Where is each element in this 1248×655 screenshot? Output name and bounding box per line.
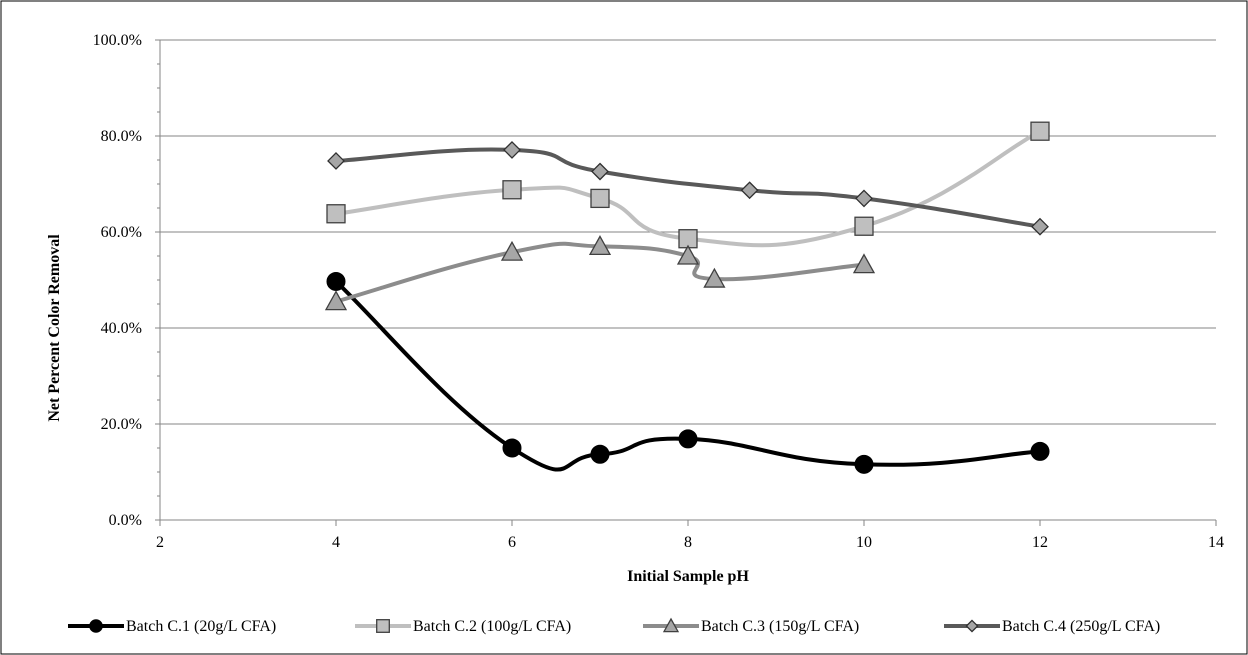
- data-point: [588, 235, 612, 256]
- legend-marker: [965, 619, 979, 633]
- data-point: [502, 438, 522, 458]
- x-tick-label: 10: [856, 534, 872, 551]
- legend-marker: [89, 619, 103, 633]
- legend-label: Batch C.4 (250g/L CFA): [1002, 618, 1160, 635]
- data-point: [326, 204, 346, 224]
- gridlines: [160, 39, 1216, 425]
- y-tick-label: 60.0%: [101, 224, 142, 241]
- legend-label: Batch C.2 (100g/L CFA): [413, 618, 571, 635]
- data-point: [326, 271, 346, 291]
- data-point: [854, 454, 874, 474]
- legend: Batch C.1 (20g/L CFA) Batch C.2 (100g/L C…: [68, 617, 1160, 635]
- y-tick-label: 0.0%: [109, 512, 142, 529]
- axes: 0.0% 20.0% 40.0% 60.0% 80.0% 100.0% 2 4 6 8 10 12 14: [93, 32, 1224, 551]
- data-point: [1030, 121, 1050, 141]
- data-point: [591, 162, 609, 181]
- data-point: [854, 216, 874, 236]
- data-point: [503, 141, 521, 159]
- data-point: [678, 429, 698, 449]
- y-axis-title: Net Percent Color Removal: [46, 234, 63, 422]
- data-point: [590, 188, 610, 209]
- series-line: [334, 279, 1042, 472]
- legend-item: Batch C.3 (150g/L CFA): [643, 617, 859, 635]
- x-tick-label: 6: [508, 534, 516, 551]
- data-point: [740, 181, 759, 200]
- series-batch-c-3: [324, 235, 876, 311]
- data-point: [327, 152, 345, 170]
- y-tick-label: 20.0%: [101, 416, 142, 433]
- legend-item: Batch C.4 (250g/L CFA): [944, 618, 1160, 635]
- series-batch-c-4: [327, 141, 1049, 236]
- data-point: [852, 253, 876, 274]
- series-batch-c-1: [326, 271, 1050, 474]
- series-line: [334, 241, 866, 304]
- x-tick-label: 12: [1032, 534, 1048, 551]
- data-point: [590, 444, 610, 464]
- data-point: [855, 189, 873, 208]
- legend-label: Batch C.3 (150g/L CFA): [701, 618, 859, 635]
- series-line: [334, 147, 1042, 229]
- y-tick-label: 100.0%: [93, 32, 142, 49]
- data-point: [324, 290, 348, 311]
- x-tick-label: 4: [332, 534, 340, 551]
- y-tick-label: 80.0%: [101, 128, 142, 145]
- legend-marker: [376, 619, 390, 633]
- data-point: [703, 267, 726, 288]
- legend-item: Batch C.1 (20g/L CFA): [68, 618, 276, 635]
- data-point: [1031, 217, 1049, 236]
- x-tick-label: 2: [156, 534, 164, 551]
- x-tick-label: 8: [684, 534, 692, 551]
- x-tick-label: 14: [1208, 534, 1224, 551]
- legend-item: Batch C.2 (100g/L CFA): [355, 618, 571, 635]
- data-point: [676, 244, 700, 265]
- series-group: [324, 121, 1050, 474]
- data-point: [502, 180, 522, 200]
- legend-marker: [662, 617, 680, 633]
- x-axis-title: Initial Sample pH: [627, 568, 749, 585]
- y-tick-label: 40.0%: [101, 320, 142, 337]
- legend-label: Batch C.1 (20g/L CFA): [126, 618, 276, 635]
- data-point: [500, 240, 524, 261]
- data-point: [1030, 441, 1050, 461]
